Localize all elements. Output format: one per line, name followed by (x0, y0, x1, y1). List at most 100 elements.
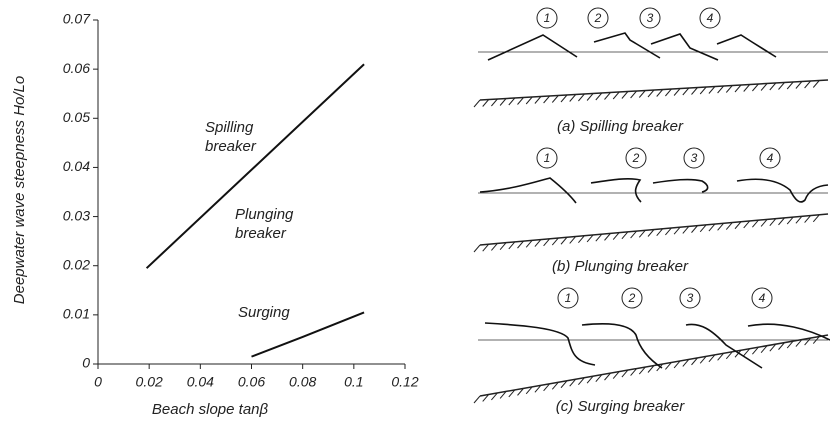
hatch (647, 229, 655, 237)
hatch (604, 233, 611, 241)
hatch (725, 351, 733, 360)
annotation: Surging (238, 304, 290, 321)
hatch (586, 375, 594, 384)
stage-circle (557, 287, 579, 309)
annotation: Spilling breaker (205, 119, 256, 155)
hatch (769, 218, 777, 226)
wave (487, 34, 578, 61)
hatch (665, 362, 672, 370)
x-tick-label: 0.02 (136, 374, 163, 390)
hatch (551, 95, 559, 103)
series-line (145, 63, 365, 269)
stage-label: 1 (565, 291, 572, 305)
hatch (578, 235, 585, 244)
hatch (560, 236, 568, 245)
hatch (804, 215, 811, 223)
hatch (517, 240, 524, 249)
hatch (638, 366, 646, 375)
hatch (804, 80, 811, 89)
stage-label: 2 (632, 151, 640, 165)
hatch (569, 94, 577, 102)
hatch (769, 343, 777, 352)
stage-label: 2 (628, 291, 636, 305)
hatch (638, 229, 646, 238)
hatch (569, 236, 577, 244)
y-tick-label: 0.01 (63, 306, 90, 322)
hatch (604, 92, 611, 100)
hatch (786, 216, 794, 225)
y-tick-label: 0.02 (63, 256, 90, 272)
hatch (673, 226, 681, 235)
wave (747, 323, 830, 341)
hatch (682, 359, 690, 367)
hatch (734, 84, 742, 93)
wave (590, 177, 642, 203)
hatch (491, 392, 498, 401)
hatch (734, 349, 742, 358)
hatch (691, 87, 698, 95)
hatch (508, 389, 516, 398)
y-tick-label: 0.03 (63, 207, 90, 223)
hatch (665, 227, 672, 236)
stage-label: 4 (707, 11, 714, 25)
hatch (760, 345, 768, 354)
wave (685, 323, 763, 369)
hatch (525, 96, 533, 105)
hatch (699, 86, 707, 95)
hatch (743, 220, 751, 229)
y-axis-label: Deepwater wave steepness Ho/Lo (11, 76, 28, 304)
stage-label: 1 (544, 11, 551, 25)
hatch (778, 217, 785, 226)
wave (581, 322, 663, 369)
panel-caption: (c) Surging breaker (556, 398, 685, 415)
hatch (656, 228, 664, 237)
hatch (612, 232, 620, 240)
hatch (778, 82, 785, 90)
hatch (708, 223, 716, 232)
hatch (743, 84, 751, 92)
hatch (812, 336, 820, 344)
hatch (543, 238, 550, 247)
hatch (517, 97, 524, 105)
panel-caption: (a) Spilling breaker (557, 118, 684, 135)
y-tick-label: 0 (82, 355, 90, 371)
hatch (725, 222, 733, 230)
stage-circle (536, 7, 558, 29)
hatch (508, 97, 516, 106)
hatch (717, 85, 724, 94)
hatch (586, 234, 594, 243)
hatch (517, 388, 524, 396)
hatch (595, 92, 603, 101)
hatch (752, 346, 759, 355)
hatch (473, 395, 481, 404)
hatch (717, 352, 724, 361)
hatch (769, 82, 777, 91)
hatch (499, 391, 507, 399)
hatch (482, 394, 490, 402)
hatch (708, 86, 716, 94)
y-tick-label: 0.05 (63, 109, 90, 125)
x-tick-label: 0.04 (187, 374, 214, 390)
stage-circle (683, 147, 705, 169)
stage-circle (759, 147, 781, 169)
wave (484, 322, 596, 366)
y-tick-label: 0.04 (63, 158, 90, 174)
hatch (604, 372, 611, 381)
hatch (534, 239, 542, 247)
x-tick-label: 0 (94, 374, 102, 390)
hatch (473, 99, 481, 108)
hatch (491, 98, 498, 107)
annotation: Plunging breaker (235, 206, 294, 242)
hatch (795, 339, 803, 347)
hatch (786, 81, 794, 90)
x-tick-label: 0.1 (344, 374, 363, 390)
hatch (569, 378, 577, 387)
wave (736, 178, 829, 203)
hatch (482, 99, 490, 107)
stage-label: 3 (691, 151, 698, 165)
stage-label: 1 (544, 151, 551, 165)
hatch (586, 93, 594, 101)
hatch (578, 377, 585, 386)
